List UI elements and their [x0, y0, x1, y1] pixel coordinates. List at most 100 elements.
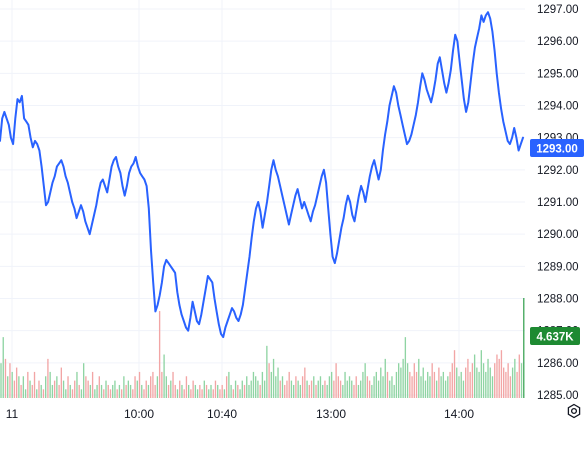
- volume-bars: [0, 298, 525, 398]
- volume-bar: [389, 380, 391, 398]
- volume-bar: [335, 363, 337, 398]
- volume-bar: [433, 371, 436, 398]
- volume-bar: [123, 376, 125, 398]
- volume-bar: [20, 384, 22, 398]
- volume-bar: [487, 358, 489, 398]
- volume-bar: [409, 371, 411, 398]
- y-tick-label: 1296.00: [537, 36, 579, 48]
- volume-bar: [114, 380, 116, 398]
- volume-bar: [268, 363, 270, 398]
- volume-bar: [366, 376, 369, 398]
- x-tick-label: 10:00: [124, 407, 154, 421]
- volume-bar: [234, 380, 237, 398]
- volume-bar: [373, 376, 375, 398]
- volume-bar: [330, 371, 333, 398]
- volume-bar: [281, 376, 284, 398]
- volume-bar: [485, 371, 487, 398]
- volume-bar: [420, 376, 422, 398]
- volume-bar: [38, 380, 40, 398]
- volume-bar: [429, 376, 431, 398]
- volume-bar: [275, 376, 277, 398]
- volume-bar: [203, 380, 205, 398]
- volume-bar: [310, 380, 313, 398]
- volume-bar: [96, 384, 98, 398]
- volume-bar: [346, 380, 348, 398]
- volume-bar: [192, 380, 194, 398]
- volume-bar: [221, 384, 223, 398]
- volume-bar: [482, 363, 485, 398]
- grid-layer: [0, 0, 525, 400]
- volume-bar: [53, 380, 56, 398]
- volume-bar: [518, 354, 520, 398]
- volume-bar: [371, 384, 373, 398]
- volume-bar: [393, 384, 395, 398]
- volume-bar: [324, 380, 326, 398]
- volume-bar: [201, 389, 203, 398]
- y-tick-label: 1290.00: [537, 229, 579, 241]
- volume-bar: [179, 380, 181, 398]
- volume-bar: [511, 367, 514, 398]
- volume-bar: [304, 367, 306, 398]
- volume-bar: [386, 371, 389, 398]
- volume-bar: [375, 371, 377, 398]
- volume-bar: [237, 384, 239, 398]
- volume-bar: [252, 371, 255, 398]
- volume-bar: [313, 376, 315, 398]
- volume-bar: [243, 384, 246, 398]
- volume-bar: [473, 354, 476, 398]
- volume-bar: [154, 384, 156, 398]
- volume-bar: [120, 389, 123, 398]
- volume-bar: [322, 384, 324, 398]
- volume-bar: [418, 358, 420, 398]
- volume-bar: [489, 367, 491, 398]
- x-tick-label: 10:40: [207, 407, 237, 421]
- volume-bar: [438, 367, 440, 398]
- volume-bar: [147, 384, 150, 398]
- volume-bar: [158, 311, 161, 398]
- settings-icon[interactable]: [567, 403, 581, 419]
- volume-bar: [384, 358, 386, 398]
- volume-bar: [230, 384, 232, 398]
- volume-bar: [145, 380, 147, 398]
- volume-bar: [442, 371, 445, 398]
- volume-bar: [364, 363, 366, 398]
- volume-bar: [449, 371, 451, 398]
- volume-bar: [29, 380, 31, 398]
- volume-bar: [205, 384, 208, 398]
- volume-bar: [241, 380, 243, 398]
- volume-bar: [360, 380, 362, 398]
- volume-bar: [465, 367, 467, 398]
- y-tick-label: 1291.00: [537, 197, 579, 209]
- volume-bar: [516, 371, 518, 398]
- volume-bar: [100, 384, 103, 398]
- volume-bar: [453, 350, 456, 398]
- volume-bar: [391, 376, 393, 398]
- volume-bar: [315, 384, 317, 398]
- x-tick-label: 13:00: [316, 407, 346, 421]
- volume-bar: [89, 384, 92, 398]
- volume-bar: [239, 389, 241, 398]
- volume-bar: [292, 384, 295, 398]
- volume-bar: [266, 345, 268, 398]
- volume-bar: [301, 376, 304, 398]
- y-tick-label: 1294.00: [537, 101, 579, 113]
- volume-bar: [223, 389, 226, 398]
- volume-bar: [62, 380, 65, 398]
- volume-bar: [295, 376, 297, 398]
- volume-bar: [326, 384, 328, 398]
- volume-bar: [51, 384, 54, 398]
- volume-bar: [467, 358, 469, 398]
- volume-bar: [181, 384, 183, 398]
- volume-bar: [355, 376, 357, 398]
- volume-bar: [132, 389, 134, 398]
- volume-bar: [523, 298, 525, 398]
- volume-bar: [250, 380, 252, 398]
- volume-bar: [507, 363, 509, 398]
- volume-bar: [494, 363, 496, 398]
- volume-bar: [18, 376, 20, 398]
- volume-bar: [2, 337, 4, 398]
- volume-bar: [317, 380, 319, 398]
- volume-bar: [127, 380, 130, 398]
- volume-bar: [71, 389, 74, 398]
- price-line: [0, 11, 524, 339]
